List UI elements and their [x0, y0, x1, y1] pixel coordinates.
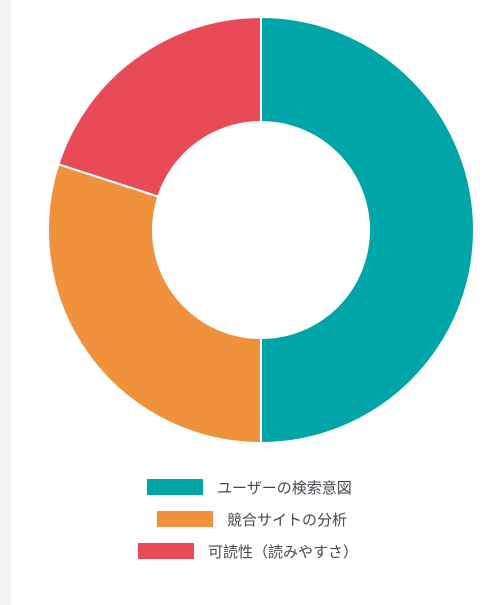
donut-slices — [47, 15, 475, 445]
legend-swatch — [138, 543, 194, 559]
legend-swatch — [147, 479, 203, 495]
legend-item-search-intent[interactable]: ユーザーの検索意図 — [147, 477, 352, 497]
donut-chart — [47, 15, 475, 445]
slice-readability[interactable] — [57, 15, 262, 198]
legend-label: 可読性（読みやすさ） — [208, 542, 359, 561]
legend-swatch — [157, 511, 213, 527]
slice-competitor-analysis[interactable] — [47, 162, 262, 445]
slice-search-intent[interactable] — [260, 15, 475, 445]
legend-item-competitor-analysis[interactable]: 競合サイトの分析 — [157, 509, 347, 529]
legend-item-readability[interactable]: 可読性（読みやすさ） — [138, 541, 358, 561]
legend-label: 競合サイトの分析 — [227, 510, 348, 529]
legend-label: ユーザーの検索意図 — [217, 478, 352, 497]
